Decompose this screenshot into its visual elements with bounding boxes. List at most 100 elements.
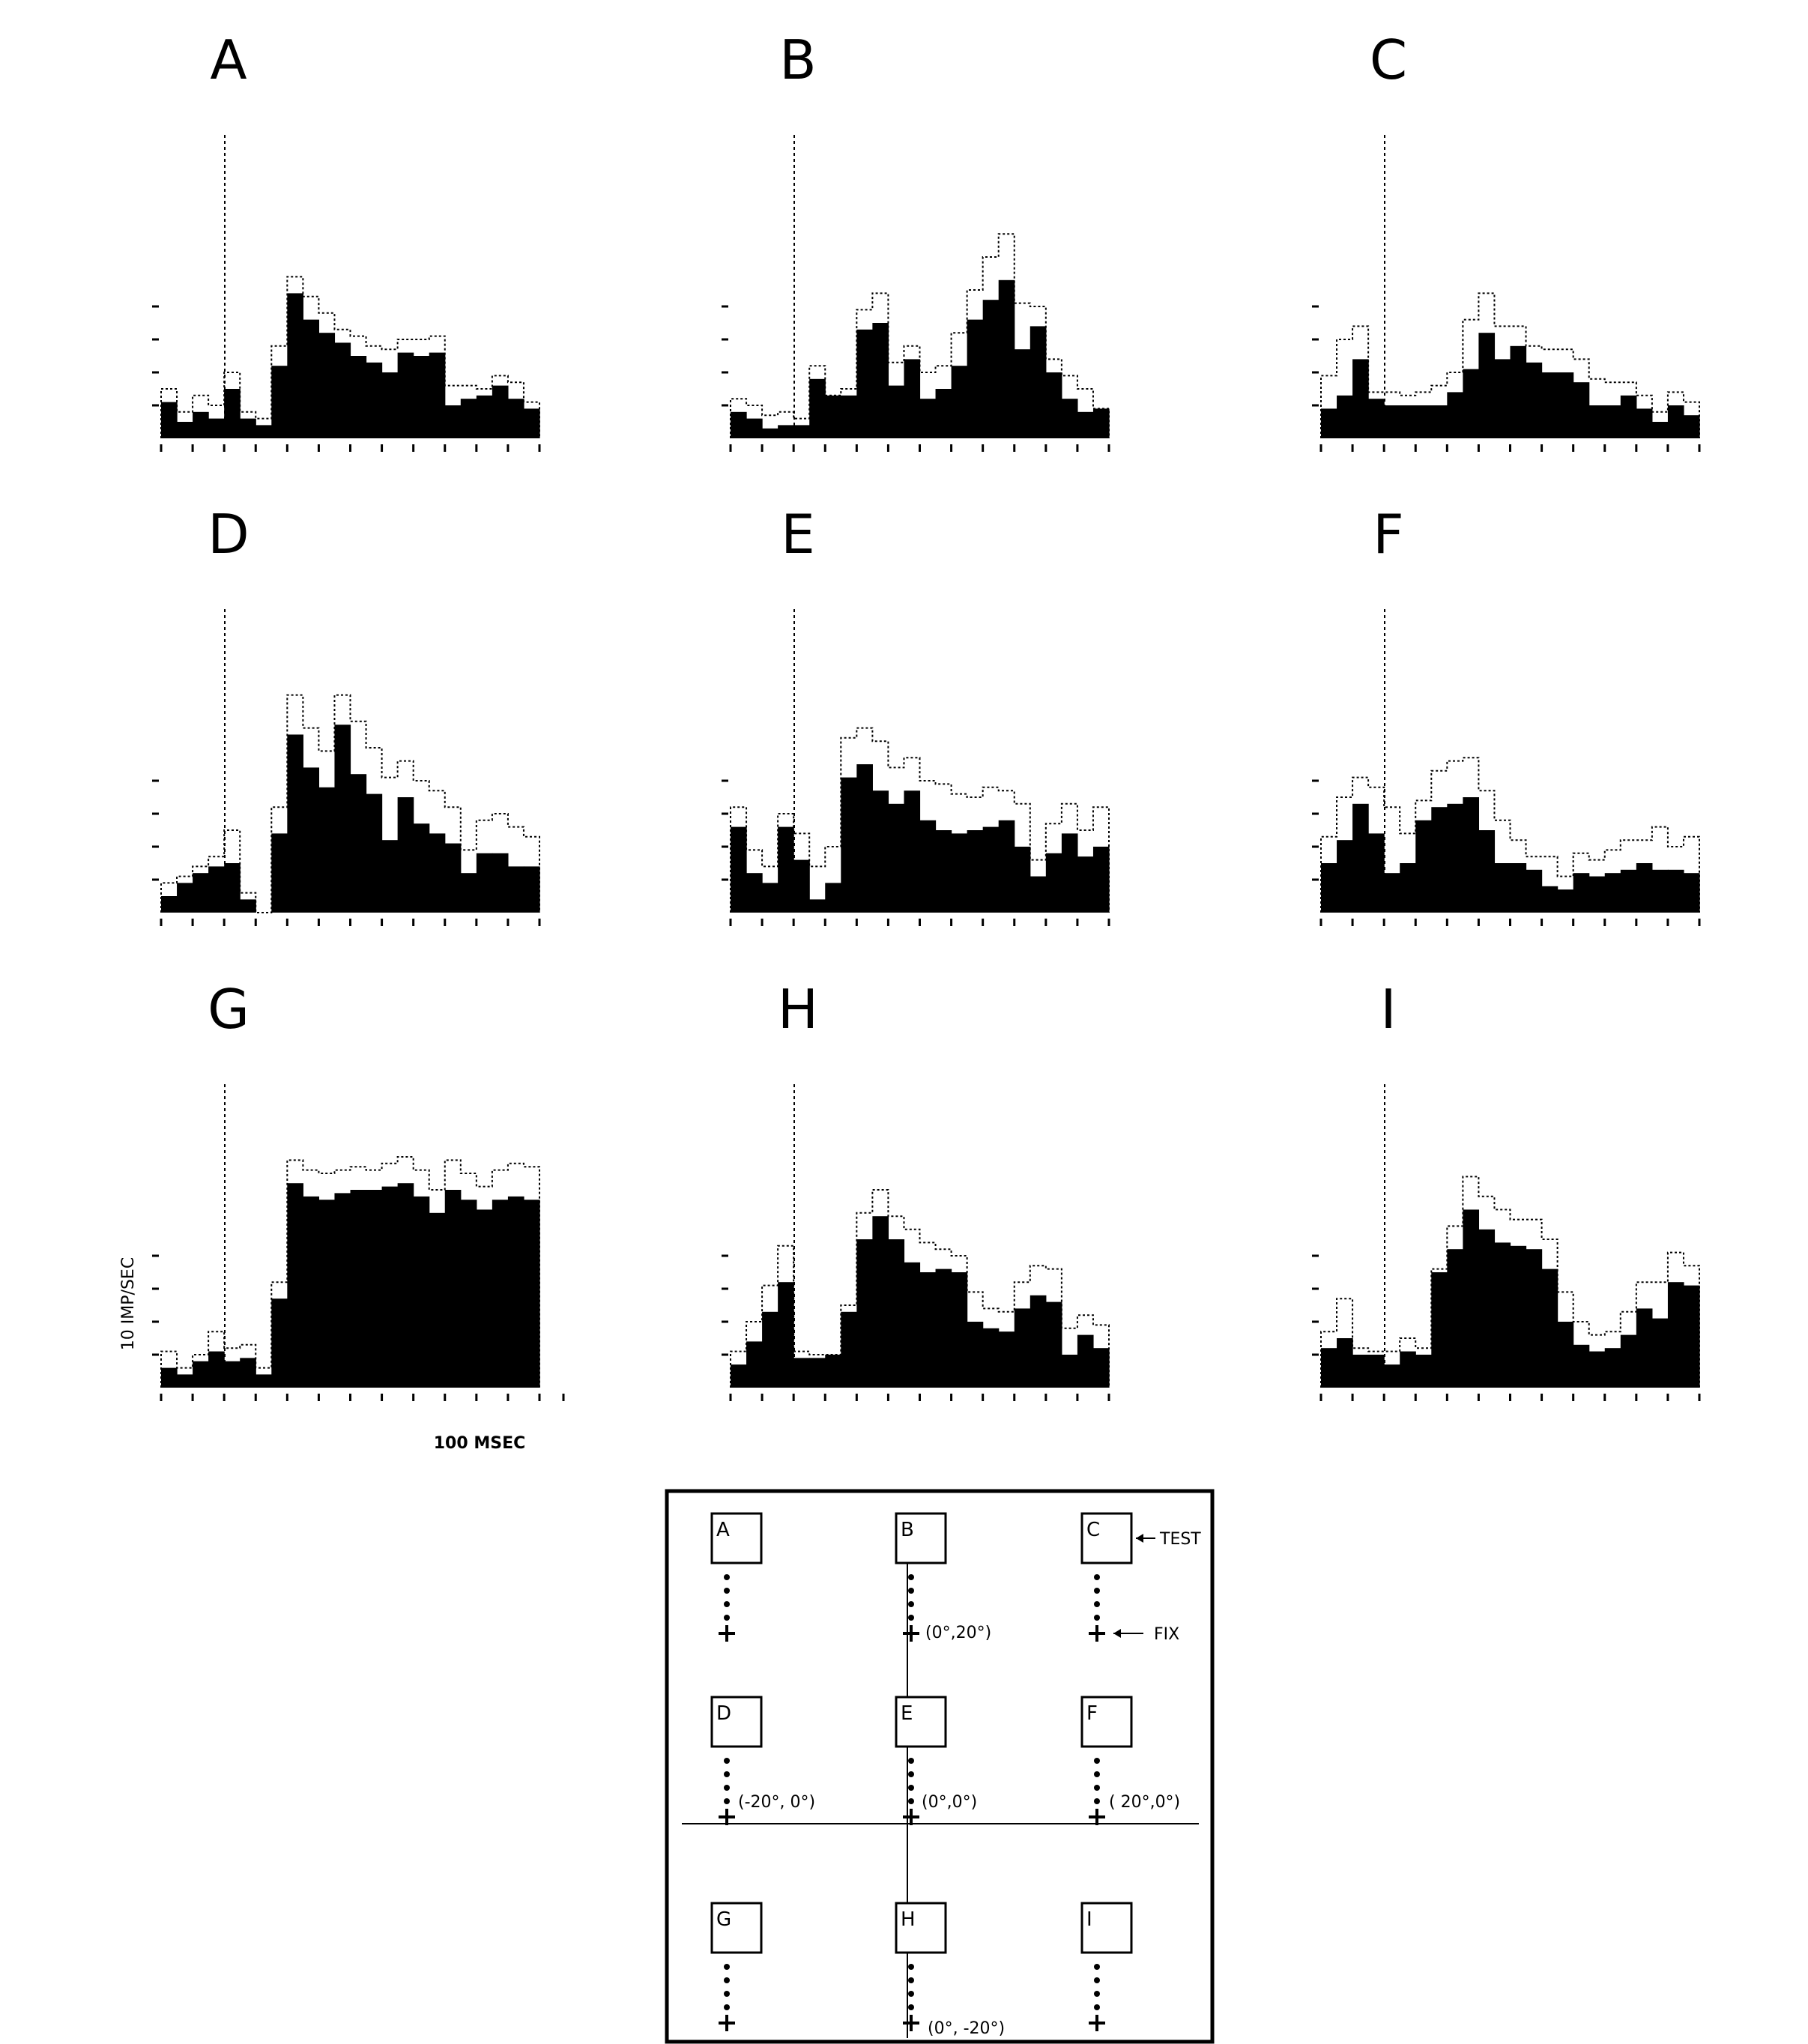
histogram-bar — [919, 1272, 937, 1388]
error-outline — [160, 694, 540, 913]
histogram-bar — [1337, 395, 1353, 438]
histogram-bar — [381, 1186, 399, 1388]
histogram-bar — [476, 1209, 493, 1388]
histogram-bar — [208, 418, 225, 438]
coord-label-left: (-20°, 0°) — [738, 1793, 815, 1812]
test-label: TEST — [1159, 1530, 1201, 1549]
histogram-bar — [1368, 399, 1385, 438]
histogram-bar — [809, 378, 826, 438]
histogram-bar — [856, 764, 873, 913]
histogram-bar — [161, 402, 178, 438]
histogram-bar — [224, 1361, 241, 1388]
histogram-bar — [731, 1364, 747, 1388]
histogram-panels: A B C D E F G H I — [152, 28, 1701, 1401]
fixation-dot — [908, 2004, 914, 2010]
histogram-bar — [1541, 1269, 1558, 1388]
histogram-bar — [762, 883, 778, 913]
test-box-c — [1080, 1512, 1133, 1564]
panel-label-c: C — [1370, 28, 1407, 91]
fixation-dot — [1094, 1758, 1100, 1764]
histogram-bar — [1620, 869, 1637, 913]
fixation-dot — [724, 1574, 730, 1580]
histogram-bar — [1400, 405, 1416, 438]
histogram-bar — [731, 826, 747, 913]
panel-c: C — [1312, 28, 1701, 452]
histogram-bar — [413, 356, 430, 438]
histogram-bar — [1588, 1351, 1606, 1388]
test-box-e — [895, 1696, 947, 1748]
test-box-label-f: F — [1086, 1702, 1098, 1725]
histogram-bar — [998, 1331, 1015, 1388]
coord-label-bottom: (0°, -20°) — [928, 2019, 1005, 2038]
histogram-bar — [287, 293, 303, 438]
histogram-bar — [318, 333, 336, 438]
histogram-bar — [1352, 1355, 1369, 1388]
histogram-bar — [1061, 399, 1078, 438]
histogram-bar — [366, 362, 383, 438]
fixation-dot — [724, 1991, 730, 1997]
histogram-bar — [856, 1239, 873, 1388]
histogram-bar — [507, 399, 524, 438]
histogram-bar — [1573, 873, 1590, 913]
fixation-dot — [908, 1615, 914, 1621]
histogram-bar — [1431, 1272, 1448, 1388]
error-outline — [1320, 1176, 1700, 1388]
histogram-bar — [778, 826, 794, 913]
histogram-bar — [1415, 820, 1432, 913]
histogram-bar — [507, 1196, 524, 1388]
fixation-dot — [724, 1798, 730, 1804]
histogram-bar — [1061, 1355, 1078, 1388]
histogram-bar — [1494, 863, 1511, 913]
histogram-bar — [1092, 847, 1110, 913]
histogram-bar — [778, 425, 794, 438]
histogram-bar — [429, 352, 446, 438]
histogram-bar — [825, 883, 841, 913]
histogram-bar — [271, 1298, 288, 1388]
histogram-bar — [350, 774, 367, 913]
histogram-bar — [841, 777, 857, 913]
histogram-bar — [1030, 326, 1047, 438]
test-box-d — [710, 1696, 763, 1748]
panel-e: E — [722, 503, 1110, 926]
schematic-frame — [665, 1489, 1215, 2044]
histogram-bar — [287, 1183, 303, 1388]
histogram-bar — [1494, 1242, 1511, 1388]
coord-label-center: (0°,0°) — [922, 1793, 977, 1812]
fixation-dot — [724, 1758, 730, 1764]
histogram-bar — [904, 359, 921, 438]
histogram-bar — [919, 399, 937, 438]
histogram-bar — [1683, 415, 1700, 438]
histogram-bar — [1092, 408, 1110, 438]
fix-arrow-head — [1113, 1629, 1121, 1638]
fixation-dot — [908, 1964, 914, 1970]
panel-label-e: E — [781, 503, 815, 566]
panel-f: F — [1312, 503, 1701, 926]
histogram-bar — [177, 883, 193, 913]
histogram-bar — [1447, 392, 1463, 438]
histogram-bar — [1478, 1229, 1496, 1388]
histogram-bar — [998, 279, 1015, 438]
histogram-bar — [1541, 886, 1558, 913]
histogram-bar — [982, 1328, 1000, 1388]
fixation-dot — [724, 1964, 730, 1970]
panel-h: H — [722, 978, 1110, 1401]
panel-label-a: A — [210, 28, 247, 91]
histogram-bar — [1384, 405, 1400, 438]
histogram-bar — [1494, 359, 1511, 438]
histogram-bar — [350, 356, 367, 438]
panel-a: A — [152, 28, 541, 452]
fixation-dot — [908, 1991, 914, 1997]
histogram-bar — [1400, 863, 1416, 913]
histogram-bar — [1368, 1355, 1385, 1388]
fixation-dot — [1094, 1771, 1100, 1777]
test-box-b — [895, 1512, 947, 1564]
test-box-label-b: B — [901, 1519, 914, 1541]
histogram-bar — [1384, 1364, 1400, 1388]
histogram-bar — [240, 418, 256, 438]
histogram-bar — [793, 425, 810, 438]
histogram-bar — [161, 896, 178, 913]
fixation-dot — [1094, 1574, 1100, 1580]
histogram-bar — [1478, 333, 1496, 438]
panel-label-g: G — [208, 978, 250, 1041]
error-outline — [160, 1156, 540, 1388]
